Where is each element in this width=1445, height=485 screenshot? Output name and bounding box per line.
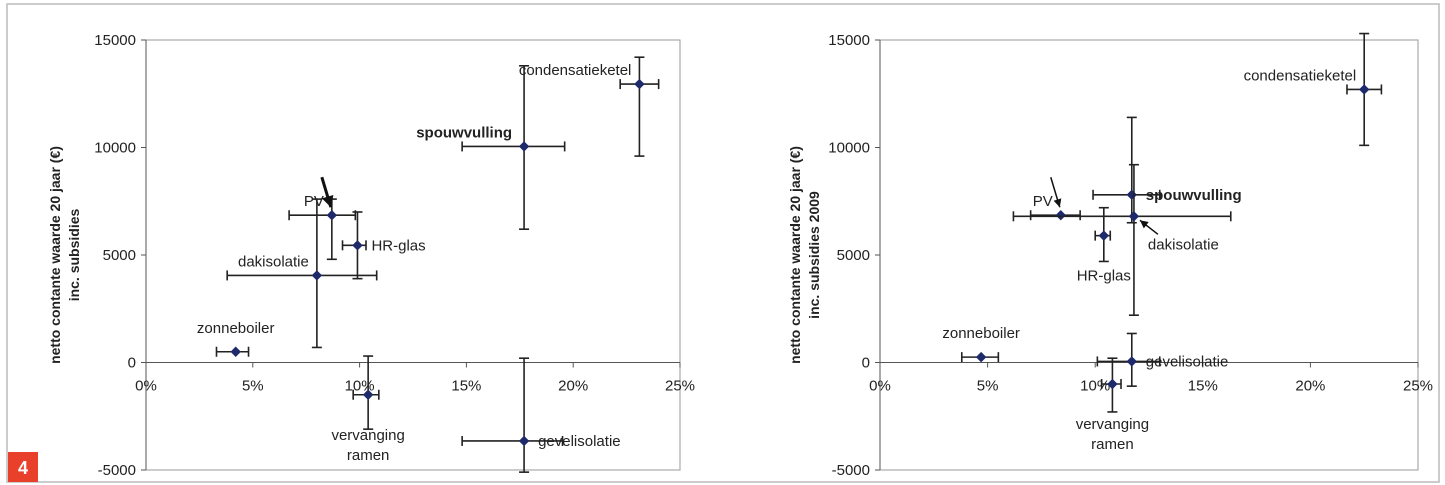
data-point-vervanging-ramen: vervanging ramen xyxy=(1076,357,1149,453)
data-point-zonneboiler: zonneboiler xyxy=(197,320,275,357)
point-label: dakisolatie xyxy=(1148,236,1219,253)
data-point-spouwvulling: spouwvulling xyxy=(1092,116,1242,224)
y-axis-title: inc. subsidies 2009 xyxy=(806,191,822,319)
point-marker xyxy=(1126,189,1137,201)
point-label: HR-glas xyxy=(371,237,425,254)
data-point-spouwvulling: spouwvulling xyxy=(416,65,566,230)
point-marker xyxy=(1098,230,1110,241)
data-point-HR-glas: HR-glas xyxy=(1077,206,1131,285)
point-label: zonneboiler xyxy=(942,325,1020,342)
point-label: gevelisolatie xyxy=(1146,353,1229,370)
y-axis-title: netto contante waarde 20 jaar (€) xyxy=(47,146,63,364)
x-tick-label: 15% xyxy=(1188,378,1218,395)
figure-badge: 4 xyxy=(8,452,38,482)
x-tick-label: 25% xyxy=(1403,378,1433,395)
y-tick-label: 0 xyxy=(862,355,870,372)
y-tick-label: 15000 xyxy=(828,32,870,49)
point-label: condensatieketel xyxy=(519,62,632,79)
x-tick-label: 5% xyxy=(242,378,264,395)
point-label: zonneboiler xyxy=(197,320,275,337)
point-label: HR-glas xyxy=(1077,268,1131,285)
y-tick-label: 10000 xyxy=(828,140,870,157)
y-tick-label: 10000 xyxy=(94,140,136,157)
point-marker xyxy=(518,141,530,152)
y-axis-title: netto contante waarde 20 jaar (€) xyxy=(787,146,803,364)
data-point-condensatieketel: condensatieketel xyxy=(519,56,660,157)
annotation-arrow xyxy=(320,176,334,208)
arrow-head xyxy=(1139,220,1149,229)
data-point-dakisolatie: dakisolatie xyxy=(226,198,378,349)
point-marker xyxy=(1358,84,1370,95)
x-tick-label: 25% xyxy=(665,378,695,395)
y-tick-label: 0 xyxy=(128,355,136,372)
chart-right: -5000 0 5000 10000 15000 0% 5% 10% 15% 20% 25% nett… xyxy=(787,32,1433,479)
plot-area xyxy=(145,39,681,471)
point-marker xyxy=(362,389,374,400)
x-tick-label: 10% xyxy=(345,378,375,395)
point-marker xyxy=(311,270,323,281)
point-label: condensatieketel xyxy=(1244,67,1357,84)
point-label: dakisolatie xyxy=(238,253,309,270)
y-tick-label: -5000 xyxy=(832,462,870,479)
data-point-HR-glas: HR-glas xyxy=(341,211,426,280)
x-tick-label: 10% xyxy=(1080,378,1110,395)
figure-border xyxy=(6,3,1440,483)
data-point-vervanging-ramen: vervanging ramen xyxy=(331,355,405,464)
data-point-condensatieketel: condensatieketel xyxy=(1244,32,1383,147)
x-tick-label: 5% xyxy=(977,378,999,395)
data-point-PV: PV xyxy=(288,193,357,261)
x-tick-label: 20% xyxy=(558,378,588,395)
point-marker xyxy=(352,240,363,251)
point-label: PV xyxy=(1033,193,1053,210)
chart-left: -5000 0 5000 10000 15000 0% 5% 10% 15% 20% 25% nett… xyxy=(47,32,695,479)
x-tick-label: 0% xyxy=(135,378,157,395)
figure-badge-label: 4 xyxy=(18,458,28,478)
point-label: gevelisolatie xyxy=(538,433,621,450)
annotation-arrow xyxy=(1139,219,1159,235)
data-point-dakisolatie: dakisolatie xyxy=(1012,163,1232,317)
y-tick-label: -5000 xyxy=(98,462,136,479)
x-tick-label: 20% xyxy=(1295,378,1325,395)
x-tick-label: 0% xyxy=(869,378,891,395)
point-marker xyxy=(1107,378,1118,390)
point-marker xyxy=(326,210,338,221)
point-marker xyxy=(1055,210,1066,221)
point-marker xyxy=(1128,211,1140,222)
arrow-head xyxy=(321,194,334,208)
y-tick-label: 5000 xyxy=(103,247,136,264)
point-label: ramen xyxy=(1091,436,1134,453)
point-label: ramen xyxy=(347,447,390,464)
point-label: vervanging xyxy=(1076,416,1149,433)
annotation-arrow xyxy=(1050,177,1062,208)
figure-badge-background xyxy=(8,452,38,482)
plot-area xyxy=(879,39,1419,471)
point-marker xyxy=(1126,356,1137,367)
arrow-head xyxy=(1053,198,1062,208)
data-point-PV: PV xyxy=(1029,193,1081,221)
point-label: spouwvulling xyxy=(416,124,512,141)
y-tick-label: 5000 xyxy=(837,247,870,264)
point-label: vervanging xyxy=(331,427,404,444)
y-tick-label: 15000 xyxy=(94,32,136,49)
point-marker xyxy=(975,351,987,363)
x-tick-label: 15% xyxy=(451,378,481,395)
data-point-zonneboiler: zonneboiler xyxy=(942,325,1020,363)
data-point-gevelisolatie: gevelisolatie xyxy=(1096,332,1229,387)
point-label: PV xyxy=(304,193,324,210)
point-marker xyxy=(230,346,241,357)
point-marker xyxy=(518,435,530,447)
point-marker xyxy=(634,78,645,90)
y-axis-title: inc. subsidies xyxy=(66,208,82,301)
data-point-gevelisolatie: gevelisolatie xyxy=(461,357,621,473)
point-label: spouwvulling xyxy=(1146,187,1242,204)
